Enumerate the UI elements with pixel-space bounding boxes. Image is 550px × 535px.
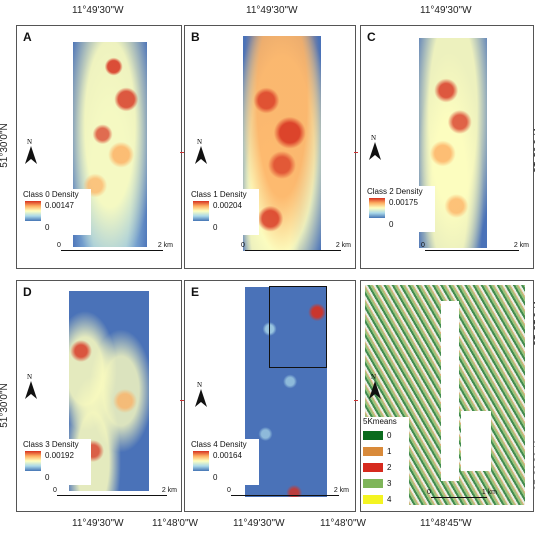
north-arrow: N: [21, 373, 41, 401]
panel-label: B: [191, 30, 200, 44]
density-legend: Class 4 Density 0.00164 0: [189, 439, 259, 485]
panel-tick: [180, 152, 184, 153]
north-arrow: N: [365, 373, 385, 401]
coord-top-c: 11°49'30"W: [420, 5, 472, 16]
density-legend: Class 3 Density 0.00192 0: [21, 439, 91, 485]
north-arrow: N: [191, 138, 211, 166]
coord-top-b: 11°49'30"W: [246, 5, 298, 16]
map-gap: [461, 411, 491, 471]
kmeans-legend: 5Kmeans 0 1 2 3 4: [363, 417, 409, 511]
panel-tick: [354, 152, 358, 153]
panel-tick: [354, 400, 358, 401]
panel-label: A: [23, 30, 32, 44]
coord-bottom-d2: 11°48'0"W: [152, 518, 198, 529]
north-arrow: N: [365, 134, 385, 162]
coord-left-top: 51°30'0"N: [0, 123, 10, 168]
panel-label: D: [23, 285, 32, 299]
map-gap: [441, 301, 459, 481]
coord-left-bottom: 51°30'0"N: [0, 383, 10, 428]
density-legend: Class 2 Density 0.00175 0: [365, 186, 435, 232]
panel-label: C: [367, 30, 376, 44]
coord-bottom-f: 11°48'45"W: [420, 518, 472, 529]
north-arrow: N: [191, 381, 211, 409]
zoom-extent-box: [269, 286, 327, 368]
coord-bottom-d1: 11°49'30"W: [72, 518, 124, 529]
map-panel-f: F N 5Kmeans 0 1 2 3 4 01 km: [360, 280, 534, 512]
panel-tick: [180, 400, 184, 401]
coord-top-a: 11°49'30"W: [72, 5, 124, 16]
panel-label: E: [191, 285, 200, 299]
coord-bottom-e1: 11°49'30"W: [233, 518, 285, 529]
coord-bottom-e2: 11°48'0"W: [320, 518, 366, 529]
density-legend: Class 0 Density 0.00147 0: [21, 189, 91, 235]
kmeans-legend-title: 5Kmeans: [363, 417, 397, 426]
density-legend: Class 1 Density 0.00204 0: [189, 189, 259, 235]
north-arrow: N: [21, 138, 41, 166]
